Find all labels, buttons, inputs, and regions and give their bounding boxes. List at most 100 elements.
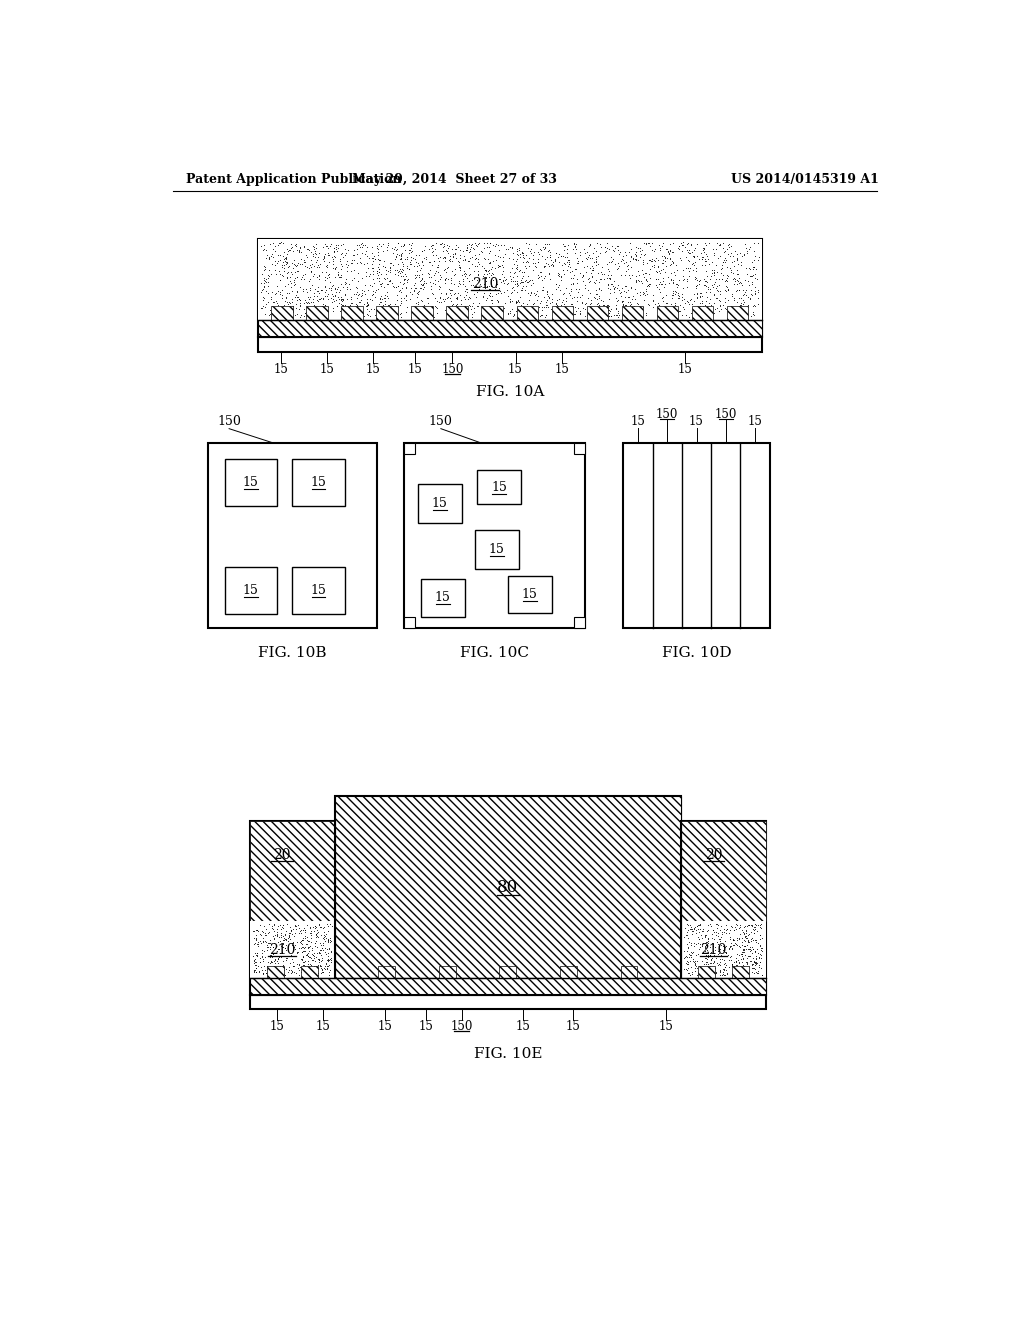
Point bbox=[279, 297, 295, 318]
Point bbox=[294, 940, 310, 961]
Point bbox=[359, 293, 376, 314]
Point bbox=[723, 916, 739, 937]
Point bbox=[455, 268, 471, 289]
Point bbox=[698, 952, 715, 973]
Point bbox=[281, 255, 297, 276]
Point bbox=[398, 276, 415, 297]
Point bbox=[722, 296, 738, 317]
Point bbox=[485, 305, 502, 326]
Point bbox=[261, 945, 278, 966]
Point bbox=[353, 234, 370, 255]
Text: 210: 210 bbox=[472, 277, 498, 290]
Point bbox=[309, 925, 326, 946]
Point bbox=[679, 269, 695, 290]
Point bbox=[745, 939, 762, 960]
Point bbox=[371, 261, 387, 282]
Point bbox=[274, 255, 291, 276]
Point bbox=[452, 257, 468, 279]
Point bbox=[688, 923, 705, 944]
Point bbox=[257, 259, 273, 280]
Point bbox=[730, 928, 746, 949]
Point bbox=[253, 297, 269, 318]
Point bbox=[693, 920, 710, 941]
Point bbox=[483, 298, 500, 319]
Point bbox=[575, 239, 592, 260]
Point bbox=[435, 247, 452, 268]
Point bbox=[280, 948, 296, 969]
Point bbox=[718, 280, 734, 301]
Point bbox=[360, 294, 377, 315]
Point bbox=[521, 289, 538, 310]
Point bbox=[265, 964, 282, 985]
Point bbox=[731, 957, 748, 978]
Point bbox=[314, 288, 331, 309]
Point bbox=[715, 251, 731, 272]
Point bbox=[354, 242, 371, 263]
Point bbox=[330, 286, 346, 308]
Point bbox=[316, 234, 333, 255]
Point bbox=[316, 294, 333, 315]
Point bbox=[599, 301, 615, 322]
Point bbox=[393, 302, 410, 323]
Point bbox=[308, 243, 325, 264]
Point bbox=[339, 301, 355, 322]
Point bbox=[249, 933, 265, 954]
Point bbox=[401, 234, 418, 255]
Point bbox=[317, 924, 334, 945]
Point bbox=[562, 261, 579, 282]
Point bbox=[365, 289, 381, 310]
Point bbox=[578, 261, 594, 282]
Point bbox=[390, 232, 407, 253]
Point bbox=[728, 281, 744, 302]
Point bbox=[428, 297, 444, 318]
Point bbox=[538, 236, 554, 257]
Point bbox=[325, 275, 341, 296]
Point bbox=[698, 272, 715, 293]
Point bbox=[698, 290, 715, 312]
Point bbox=[646, 256, 663, 277]
Point bbox=[307, 279, 324, 300]
Point bbox=[686, 953, 702, 974]
Point bbox=[298, 247, 314, 268]
Point bbox=[599, 300, 615, 321]
Point bbox=[275, 933, 292, 954]
Point bbox=[721, 302, 737, 323]
Point bbox=[531, 305, 548, 326]
Point bbox=[743, 928, 760, 949]
Point bbox=[496, 235, 512, 256]
Point bbox=[638, 281, 654, 302]
Point bbox=[267, 290, 284, 312]
Point bbox=[348, 300, 365, 321]
Point bbox=[685, 252, 701, 273]
Point bbox=[684, 950, 700, 972]
Point bbox=[285, 931, 301, 952]
Point bbox=[287, 945, 303, 966]
Point bbox=[736, 244, 753, 265]
Point bbox=[437, 261, 454, 282]
Point bbox=[416, 247, 432, 268]
Point bbox=[634, 302, 650, 323]
Point bbox=[258, 269, 274, 290]
Point bbox=[574, 271, 591, 292]
Point bbox=[638, 268, 654, 289]
Point bbox=[309, 276, 326, 297]
Point bbox=[708, 921, 724, 942]
Point bbox=[314, 236, 331, 257]
Point bbox=[681, 265, 697, 286]
Point bbox=[597, 236, 613, 257]
Point bbox=[392, 244, 409, 265]
Point bbox=[701, 913, 718, 935]
Point bbox=[630, 238, 646, 259]
Point bbox=[311, 282, 328, 304]
Point bbox=[645, 249, 662, 271]
Point bbox=[309, 306, 326, 327]
Point bbox=[313, 940, 330, 961]
Point bbox=[733, 945, 750, 966]
Point bbox=[288, 298, 304, 319]
Point bbox=[718, 942, 734, 964]
Point bbox=[319, 288, 336, 309]
Point bbox=[701, 945, 718, 966]
Point bbox=[579, 248, 595, 269]
Point bbox=[702, 961, 719, 982]
Point bbox=[727, 268, 743, 289]
